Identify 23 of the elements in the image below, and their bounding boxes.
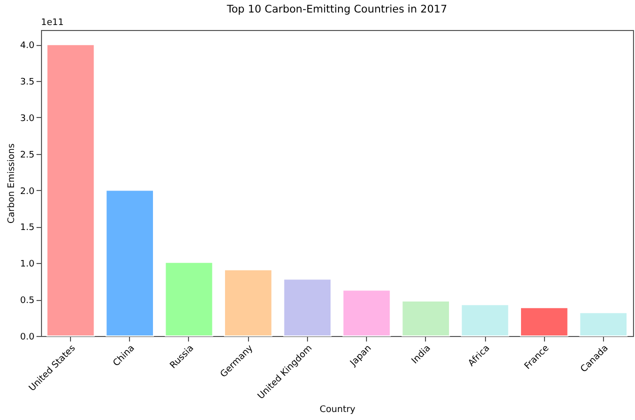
bar [283, 278, 332, 336]
y-tick-label: 0.5 [20, 296, 34, 306]
x-axis-title: Country [320, 404, 356, 415]
chart-title: Top 10 Carbon-Emitting Countries in 2017 [226, 4, 448, 16]
bar [46, 44, 95, 336]
y-tick-label: 4.0 [20, 41, 35, 52]
text: 1e11 [41, 18, 64, 28]
bar [342, 290, 391, 336]
y-tick-label: 3.5 [20, 78, 34, 88]
y-tick-label: 2.0 [20, 186, 35, 197]
y-tick-label: 0.0 [20, 332, 35, 342]
bar [106, 190, 154, 336]
bar [579, 312, 628, 336]
y-axis-title: Carbon Emissions [7, 143, 18, 224]
bar [402, 300, 450, 336]
bar [164, 262, 214, 336]
bar [224, 269, 272, 336]
y-tick-label: 2.5 [20, 150, 34, 160]
bar [520, 307, 568, 336]
y-tick-label: 1.0 [20, 260, 35, 270]
y-tick-label: 1.5 [20, 223, 34, 234]
bar [460, 304, 510, 336]
y-tick-label: 3.0 [20, 114, 35, 124]
